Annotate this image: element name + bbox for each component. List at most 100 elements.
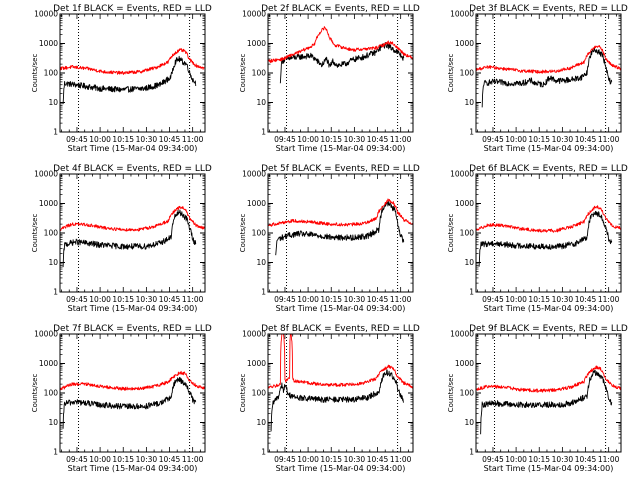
x-tick-label: 10:15 bbox=[320, 295, 342, 304]
x-tick-label: 10:00 bbox=[297, 135, 319, 144]
plot-frame bbox=[475, 173, 622, 293]
y-tick-label: 10 bbox=[256, 258, 266, 267]
panel-5: Det 5f BLACK = Events, RED = LLD 1 10 100 10… bbox=[239, 164, 420, 313]
x-tick-label: 10:15 bbox=[320, 455, 342, 464]
panel-title: Det 3f BLACK = Events, RED = LLD bbox=[469, 4, 628, 14]
y-tick-label: 1 bbox=[261, 128, 266, 137]
x-tick-label: 10:45 bbox=[159, 295, 181, 304]
x-axis-label: Start Time (15-Mar-04 09:34:00) bbox=[276, 464, 406, 473]
y-tick-label: 1 bbox=[53, 128, 58, 137]
panel-title: Det 8f BLACK = Events, RED = LLD bbox=[261, 324, 420, 334]
x-tick-label: 10:00 bbox=[505, 455, 527, 464]
y-axis-label: Counts/sec bbox=[31, 214, 39, 253]
x-tick-label: 11:00 bbox=[182, 295, 204, 304]
y-tick-label: 1000 bbox=[455, 199, 474, 208]
y-tick-label: 1000 bbox=[39, 39, 58, 48]
panel-title: Det 1f BLACK = Events, RED = LLD bbox=[53, 4, 212, 14]
lld-trace bbox=[268, 26, 413, 63]
y-tick-label: 100 bbox=[44, 389, 59, 398]
y-tick-label: 1 bbox=[261, 448, 266, 457]
x-tick-label: 10:15 bbox=[528, 135, 550, 144]
y-tick-label: 10000 bbox=[34, 170, 58, 179]
y-axis-label: Counts/sec bbox=[239, 374, 247, 413]
y-axis-label: Counts/sec bbox=[31, 54, 39, 93]
y-axis-label: Counts/sec bbox=[239, 54, 247, 93]
y-axis-label: Counts/sec bbox=[447, 54, 455, 93]
y-tick-label: 10000 bbox=[242, 10, 266, 19]
y-tick-label: 10000 bbox=[450, 330, 474, 339]
x-tick-label: 10:30 bbox=[552, 455, 574, 464]
y-tick-label: 1 bbox=[261, 288, 266, 297]
x-tick-label: 10:00 bbox=[297, 455, 319, 464]
y-tick-label: 10 bbox=[464, 258, 474, 267]
y-tick-label: 100 bbox=[44, 69, 59, 78]
x-tick-label: 09:45 bbox=[274, 455, 296, 464]
lld-trace bbox=[476, 365, 621, 393]
y-tick-label: 100 bbox=[252, 69, 267, 78]
lld-trace bbox=[268, 198, 413, 227]
y-axis-label: Counts/sec bbox=[239, 214, 247, 253]
lld-trace bbox=[60, 370, 205, 391]
panel-4: Det 4f BLACK = Events, RED = LLD 1 10 100 10… bbox=[31, 164, 212, 313]
panel-title: Det 9f BLACK = Events, RED = LLD bbox=[469, 324, 628, 334]
panel-9: Det 9f BLACK = Events, RED = LLD 1 10 100 10… bbox=[447, 324, 628, 473]
x-tick-label: 10:30 bbox=[136, 295, 158, 304]
x-axis-label: Start Time (15-Mar-04 09:34:00) bbox=[484, 144, 614, 153]
y-tick-label: 1000 bbox=[247, 39, 266, 48]
panel-title: Det 6f BLACK = Events, RED = LLD bbox=[469, 164, 628, 174]
x-tick-label: 09:45 bbox=[482, 455, 504, 464]
panel-1: Det 1f BLACK = Events, RED = LLD 1 10 100 10… bbox=[31, 4, 212, 153]
y-tick-label: 10000 bbox=[242, 170, 266, 179]
y-tick-label: 10 bbox=[464, 418, 474, 427]
y-tick-label: 1000 bbox=[247, 359, 266, 368]
y-tick-label: 1 bbox=[469, 128, 474, 137]
x-tick-label: 09:45 bbox=[66, 295, 88, 304]
x-tick-label: 11:00 bbox=[598, 455, 620, 464]
y-tick-label: 10 bbox=[48, 258, 58, 267]
x-tick-label: 09:45 bbox=[482, 295, 504, 304]
y-tick-label: 10 bbox=[256, 418, 266, 427]
events-trace bbox=[480, 369, 613, 435]
x-tick-label: 10:30 bbox=[344, 295, 366, 304]
x-tick-label: 10:45 bbox=[367, 295, 389, 304]
y-tick-label: 1 bbox=[469, 448, 474, 457]
lld-trace bbox=[60, 205, 205, 232]
plot-frame bbox=[475, 333, 622, 453]
y-tick-label: 10000 bbox=[34, 330, 58, 339]
y-tick-label: 10 bbox=[48, 98, 58, 107]
x-tick-label: 10:00 bbox=[297, 295, 319, 304]
y-tick-label: 100 bbox=[252, 229, 267, 238]
y-tick-label: 100 bbox=[460, 229, 475, 238]
y-tick-label: 1000 bbox=[247, 199, 266, 208]
plot-frame bbox=[59, 333, 206, 453]
events-trace bbox=[481, 46, 613, 108]
plot-frame bbox=[267, 13, 414, 133]
y-axis-label: Counts/sec bbox=[447, 214, 455, 253]
lld-trace bbox=[476, 45, 621, 74]
x-tick-label: 11:00 bbox=[390, 295, 412, 304]
x-tick-label: 11:00 bbox=[598, 295, 620, 304]
x-tick-label: 10:30 bbox=[552, 295, 574, 304]
x-tick-label: 10:15 bbox=[112, 295, 134, 304]
panel-title: Det 4f BLACK = Events, RED = LLD bbox=[53, 164, 212, 174]
y-tick-label: 10000 bbox=[450, 170, 474, 179]
y-tick-label: 1 bbox=[53, 288, 58, 297]
y-tick-label: 100 bbox=[252, 389, 267, 398]
x-axis-label: Start Time (15-Mar-04 09:34:00) bbox=[276, 144, 406, 153]
lld-trace bbox=[268, 334, 413, 389]
x-tick-label: 09:45 bbox=[274, 135, 296, 144]
x-tick-label: 10:15 bbox=[528, 295, 550, 304]
x-tick-label: 09:45 bbox=[482, 135, 504, 144]
x-tick-label: 10:15 bbox=[528, 455, 550, 464]
panel-title: Det 5f BLACK = Events, RED = LLD bbox=[261, 164, 420, 174]
y-tick-label: 1 bbox=[53, 448, 58, 457]
x-tick-label: 10:45 bbox=[575, 135, 597, 144]
plot-frame bbox=[475, 13, 622, 133]
y-tick-label: 1000 bbox=[455, 39, 474, 48]
x-axis-label: Start Time (15-Mar-04 09:34:00) bbox=[68, 144, 198, 153]
x-tick-label: 09:45 bbox=[274, 295, 296, 304]
x-tick-label: 11:00 bbox=[390, 455, 412, 464]
events-trace bbox=[478, 210, 613, 267]
plot-frame bbox=[59, 173, 206, 293]
